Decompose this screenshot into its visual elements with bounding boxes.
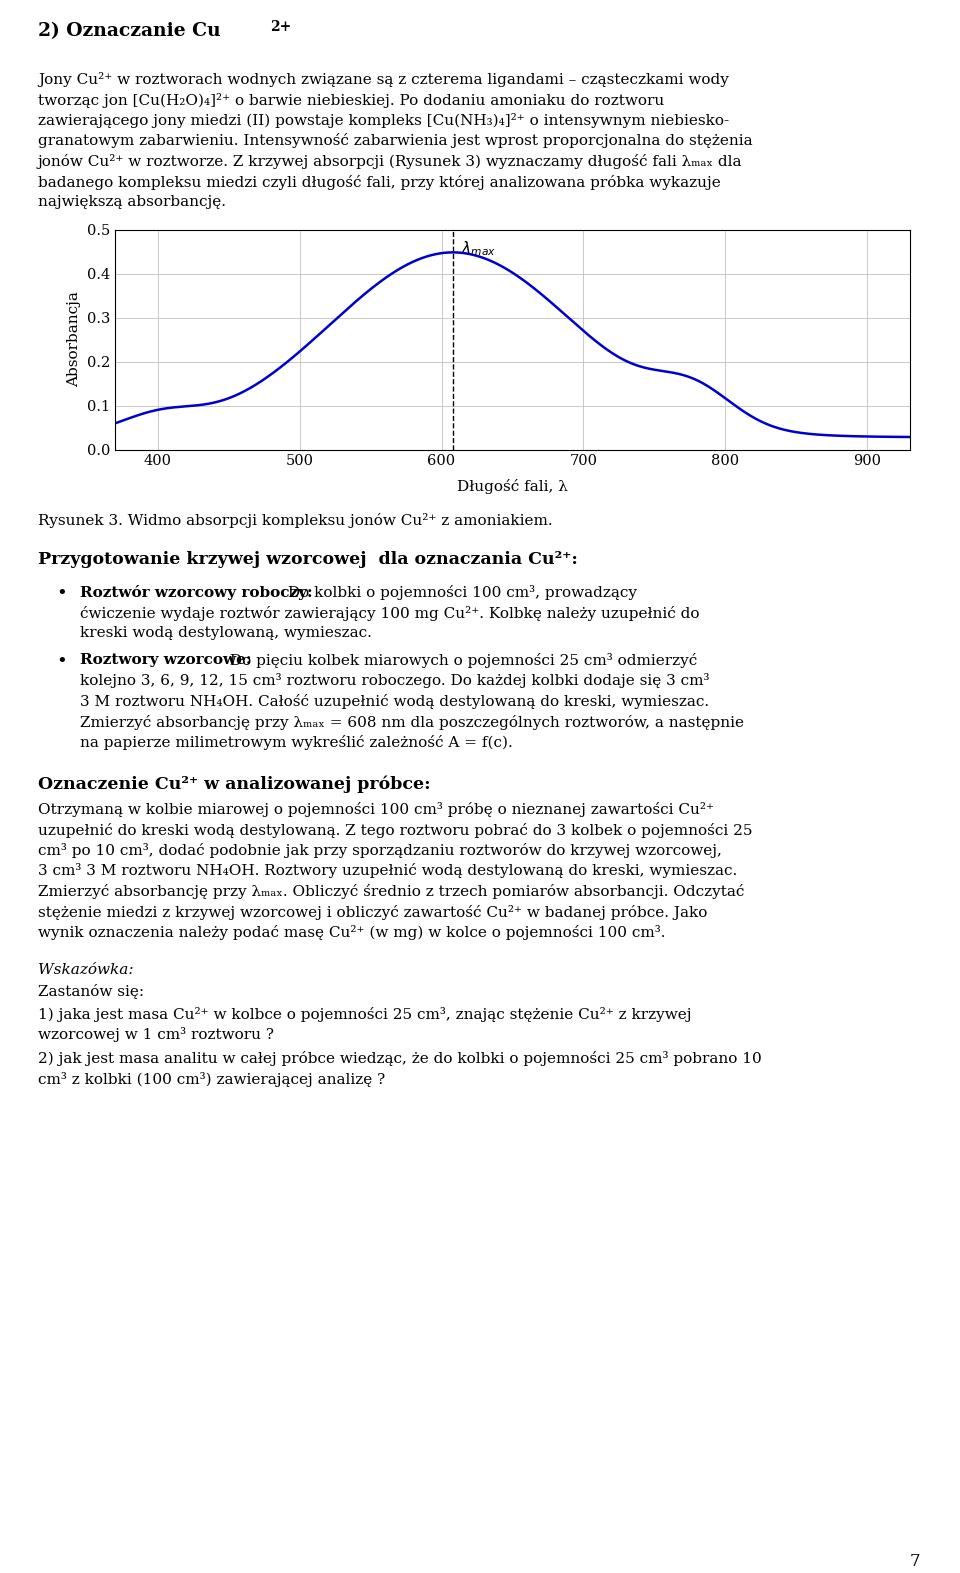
Text: wynik oznaczenia należy podać masę Cu²⁺ (w mg) w kolce o pojemności 100 cm³.: wynik oznaczenia należy podać masę Cu²⁺ … — [38, 925, 665, 941]
Text: Wskazówka:: Wskazówka: — [38, 964, 133, 977]
Text: 2+: 2+ — [270, 20, 291, 35]
Text: uzupełnić do kreski wodą destylowaną. Z tego roztworu pobrać do 3 kolbek o pojem: uzupełnić do kreski wodą destylowaną. Z … — [38, 823, 753, 837]
Text: Jony Cu²⁺ w roztworach wodnych związane są z czterema ligandami – cząsteczkami w: Jony Cu²⁺ w roztworach wodnych związane … — [38, 72, 729, 87]
Text: Zmierzyć absorbancję przy λₘₐₓ. Obliczyć średnio z trzech pomiarów absorbancji. : Zmierzyć absorbancję przy λₘₐₓ. Obliczyć… — [38, 884, 744, 900]
Text: tworząc jon [Cu(H₂O)₄]²⁺ o barwie niebieskiej. Po dodaniu amoniaku do roztworu: tworząc jon [Cu(H₂O)₄]²⁺ o barwie niebie… — [38, 93, 664, 107]
Text: Zastanów się:: Zastanów się: — [38, 985, 144, 999]
Text: granatowym zabarwieniu. Intensywność zabarwienia jest wprost proporcjonalna do s: granatowym zabarwieniu. Intensywność zab… — [38, 134, 753, 148]
Y-axis label: Absorbancja: Absorbancja — [67, 291, 82, 387]
Text: cm³ z kolbki (100 cm³) zawierającej analizę ?: cm³ z kolbki (100 cm³) zawierającej anal… — [38, 1073, 385, 1087]
Text: Oznaczenie Cu²⁺ w analizowanej próbce:: Oznaczenie Cu²⁺ w analizowanej próbce: — [38, 775, 431, 793]
Text: największą absorbancję.: największą absorbancję. — [38, 195, 226, 209]
X-axis label: Długość fali, λ: Długość fali, λ — [457, 480, 568, 494]
Text: Roztwory wzorcowe:: Roztwory wzorcowe: — [80, 653, 252, 667]
Text: Otrzymaną w kolbie miarowej o pojemności 100 cm³ próbę o nieznanej zawartości Cu: Otrzymaną w kolbie miarowej o pojemności… — [38, 802, 714, 816]
Text: kolejno 3, 6, 9, 12, 15 cm³ roztworu roboczego. Do każdej kolbki dodaje się 3 cm: kolejno 3, 6, 9, 12, 15 cm³ roztworu rob… — [80, 673, 709, 689]
Text: jonów Cu²⁺ w roztworze. Z krzywej absorpcji (Rysunek 3) wyznaczamy długość fali : jonów Cu²⁺ w roztworze. Z krzywej absorp… — [38, 154, 742, 168]
Text: 3 M roztworu NH₄OH. Całość uzupełnić wodą destylowaną do kreski, wymieszac.: 3 M roztworu NH₄OH. Całość uzupełnić wod… — [80, 694, 709, 709]
Text: stężenie miedzi z krzywej wzorcowej i obliczyć zawartość Cu²⁺ w badanej próbce. : stężenie miedzi z krzywej wzorcowej i ob… — [38, 904, 708, 920]
Text: •: • — [56, 585, 67, 604]
Text: Zmierzyć absorbancję przy λₘₐₓ = 608 nm dla poszczególnych roztworów, a następni: Zmierzyć absorbancję przy λₘₐₓ = 608 nm … — [80, 714, 744, 730]
Text: badanego kompleksu miedzi czyli długość fali, przy której analizowana próbka wyk: badanego kompleksu miedzi czyli długość … — [38, 175, 721, 189]
Text: cm³ po 10 cm³, dodać podobnie jak przy sporządzaniu roztworów do krzywej wzorcow: cm³ po 10 cm³, dodać podobnie jak przy s… — [38, 843, 722, 857]
Text: Do pięciu kolbek miarowych o pojemności 25 cm³ odmierzyć: Do pięciu kolbek miarowych o pojemności … — [225, 653, 697, 669]
Text: $\lambda_{max}$: $\lambda_{max}$ — [462, 239, 496, 258]
Text: 2) Oznaczanie Cu: 2) Oznaczanie Cu — [38, 22, 221, 39]
Text: Rysunek 3. Widmo absorpcji kompleksu jonów Cu²⁺ z amoniakiem.: Rysunek 3. Widmo absorpcji kompleksu jon… — [38, 513, 553, 527]
Text: wzorcowej w 1 cm³ roztworu ?: wzorcowej w 1 cm³ roztworu ? — [38, 1027, 274, 1041]
Text: •: • — [56, 653, 67, 672]
Text: 2) jak jest masa analitu w całej próbce wiedząc, że do kolbki o pojemności 25 cm: 2) jak jest masa analitu w całej próbce … — [38, 1051, 761, 1066]
Text: na papierze milimetrowym wykreślić zależność A = f(c).: na papierze milimetrowym wykreślić zależ… — [80, 735, 513, 750]
Text: 3 cm³ 3 M roztworu NH₄OH. Roztwory uzupełnić wodą destylowaną do kreski, wymiesz: 3 cm³ 3 M roztworu NH₄OH. Roztwory uzupe… — [38, 864, 737, 878]
Text: kreski wodą destylowaną, wymieszac.: kreski wodą destylowaną, wymieszac. — [80, 626, 372, 640]
Text: zawierającego jony miedzi (II) powstaje kompleks [Cu(NH₃)₄]²⁺ o intensywnym nieb: zawierającego jony miedzi (II) powstaje … — [38, 113, 730, 127]
Text: Przygotowanie krzywej wzorcowej  dla oznaczania Cu²⁺:: Przygotowanie krzywej wzorcowej dla ozna… — [38, 551, 578, 568]
Text: ćwiczenie wydaje roztwór zawierający 100 mg Cu²⁺. Kolbkę należy uzupełnić do: ćwiczenie wydaje roztwór zawierający 100… — [80, 606, 700, 621]
Text: Do kolbki o pojemności 100 cm³, prowadzący: Do kolbki o pojemności 100 cm³, prowadzą… — [283, 585, 637, 601]
Text: 1) jaka jest masa Cu²⁺ w kolbce o pojemności 25 cm³, znając stężenie Cu²⁺ z krzy: 1) jaka jest masa Cu²⁺ w kolbce o pojemn… — [38, 1007, 691, 1021]
Text: Roztwór wzorcowy roboczy:: Roztwór wzorcowy roboczy: — [80, 585, 313, 601]
Text: 7: 7 — [909, 1553, 920, 1570]
